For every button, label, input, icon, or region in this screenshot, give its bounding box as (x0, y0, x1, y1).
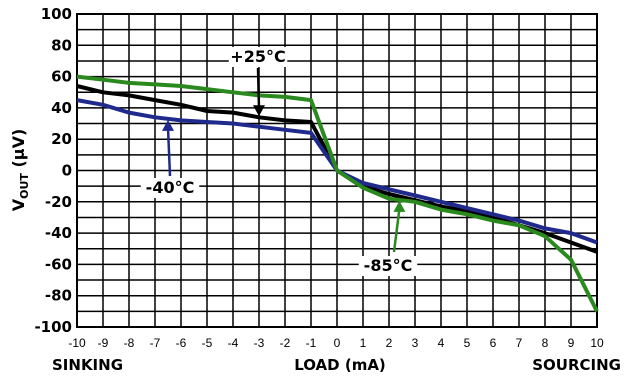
x-tick-label: 6 (490, 336, 497, 350)
x-tick-label: -4 (228, 336, 239, 350)
y-tick-label: -20 (45, 193, 72, 211)
annotation-arrow-head (393, 200, 406, 212)
y-tick-labels: 100 80 60 40 20 0 -20 -40 -60 -80 -100 (34, 5, 72, 336)
x-tick-labels: -10 -9 -8 -7 -6 -5 -4 -3 -2 -1 0 1 2 3 4 5 6 7 8 9 10 (68, 336, 604, 350)
x-tick-label: 8 (542, 336, 549, 350)
x-tick-label: -9 (98, 336, 109, 350)
x-tick-label: -8 (124, 336, 135, 350)
x-tick-label: -6 (176, 336, 187, 350)
x-tick-label: 10 (590, 336, 604, 350)
x-tick-label: 1 (360, 336, 367, 350)
y-axis-title: VOUT (µV) (9, 129, 31, 212)
x-tick-label: 4 (438, 336, 445, 350)
y-tick-label: -100 (34, 318, 72, 336)
x-tick-label: 7 (516, 336, 523, 350)
annotation-background (358, 256, 418, 276)
y-tick-label: 20 (51, 130, 72, 148)
x-tick-label: -5 (202, 336, 213, 350)
x-right-label: SOURCING (532, 356, 621, 374)
annotation-label: -40°C (146, 178, 195, 197)
y-tick-label: 0 (62, 162, 72, 180)
series-group (76, 74, 599, 313)
x-tick-label: -2 (280, 336, 291, 350)
annotation-arrow-line (166, 127, 172, 177)
annotation-label: -85°C (364, 256, 413, 275)
annotation-arrow-line (256, 67, 261, 109)
annotation-arrow-head (162, 119, 174, 131)
y-tick-label: 40 (51, 99, 72, 117)
annotation-arrow-head (253, 105, 265, 117)
x-left-label: SINKING (52, 356, 123, 374)
series-line (76, 74, 599, 313)
y-tick-label: -80 (45, 287, 72, 305)
annotation-background (228, 47, 288, 67)
y-tick-label: 100 (41, 5, 72, 23)
annotation-label: +25°C (230, 47, 285, 66)
annotation-background (140, 178, 200, 198)
annotations-group: +25°C -40°C -85°C (140, 47, 418, 276)
x-tick-label: -1 (306, 336, 317, 350)
x-tick-label: 3 (412, 336, 419, 350)
annotation-arrow-line (392, 208, 401, 253)
x-tick-label: 9 (568, 336, 575, 350)
x-tick-label: 2 (386, 336, 393, 350)
x-axis-title: LOAD (mA) (294, 356, 386, 374)
y-tick-label: 60 (51, 68, 72, 86)
y-tick-label: -60 (45, 255, 72, 273)
y-tick-label: -40 (45, 224, 72, 242)
x-tick-label: -10 (68, 336, 86, 350)
x-tick-label: 0 (334, 336, 341, 350)
x-tick-label: -7 (150, 336, 161, 350)
x-tick-label: -3 (254, 336, 265, 350)
y-tick-label: 80 (51, 36, 72, 54)
x-tick-label: 5 (464, 336, 471, 350)
plot-frame (76, 13, 598, 328)
